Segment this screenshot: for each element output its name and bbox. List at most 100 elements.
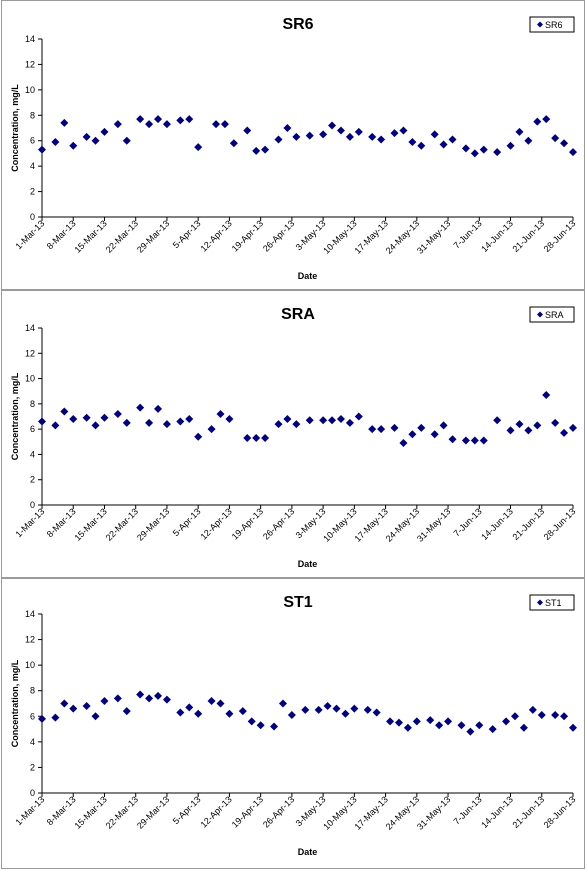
y-tick-label: 14 xyxy=(25,323,35,333)
data-point xyxy=(305,131,314,140)
data-point xyxy=(194,709,203,718)
data-point xyxy=(100,696,109,705)
chart-panel-sr6: SR6 SR6 0 2 4 6 8 10 12 14 1-Mar-13 8-Mar-13 15-Mar-… xyxy=(1,0,585,290)
data-point xyxy=(185,115,194,124)
data-point xyxy=(430,130,439,139)
x-axis-label: Date xyxy=(298,559,318,569)
y-tick-label: 0 xyxy=(30,212,35,222)
chart-panel-sra: SRA SRA 0 2 4 6 8 10 12 14 1-Mar-13 8-Mar-13 15-Mar-… xyxy=(1,290,585,578)
data-point xyxy=(417,423,426,432)
x-tick-label: 21-Jun-13 xyxy=(510,794,546,830)
data-point xyxy=(439,421,448,430)
legend: ST1 xyxy=(529,594,575,611)
data-point xyxy=(122,136,131,145)
legend-box xyxy=(529,594,575,611)
data-point xyxy=(354,127,363,136)
y-tick-label: 4 xyxy=(30,161,35,171)
data-point xyxy=(475,721,484,730)
data-point xyxy=(372,708,381,717)
data-point xyxy=(408,430,417,439)
x-tick-label: 12-Apr-13 xyxy=(198,218,233,253)
data-point xyxy=(363,705,372,714)
chart-title: ST1 xyxy=(283,594,312,611)
x-tick-label: 15-Mar-13 xyxy=(72,794,108,830)
data-point xyxy=(91,712,100,721)
x-tick-label: 22-Mar-13 xyxy=(104,794,140,830)
data-point xyxy=(542,391,551,400)
legend-box xyxy=(529,16,575,33)
data-point xyxy=(154,691,163,700)
x-tick-label: 15-Mar-13 xyxy=(72,218,108,254)
x-tick-label: 31-May-13 xyxy=(415,506,452,543)
data-point xyxy=(176,116,185,125)
data-point xyxy=(551,134,560,143)
data-point xyxy=(220,120,229,129)
data-point xyxy=(551,711,560,720)
data-point xyxy=(225,709,234,718)
data-point xyxy=(145,418,154,427)
x-tick-label: 14-Jun-13 xyxy=(479,218,515,254)
data-point xyxy=(319,130,328,139)
x-tick-label: 5-Apr-13 xyxy=(171,218,203,250)
data-point xyxy=(417,141,426,150)
x-tick-label: 12-Apr-13 xyxy=(198,506,233,541)
y-axis-label: Concentration, mg/L xyxy=(10,84,20,172)
x-tick-label: 12-Apr-13 xyxy=(198,794,233,829)
data-point xyxy=(560,428,569,437)
data-point xyxy=(256,721,265,730)
data-point xyxy=(506,426,515,435)
y-tick-label: 6 xyxy=(30,711,35,721)
y-tick-label: 14 xyxy=(25,34,35,44)
data-point xyxy=(216,409,225,418)
data-point xyxy=(488,725,497,734)
data-point xyxy=(154,404,163,413)
data-point xyxy=(524,136,533,145)
y-axis-label: Concentration, mg/L xyxy=(10,372,20,460)
y-tick-label: 12 xyxy=(25,635,35,645)
data-point xyxy=(435,721,444,730)
y-tick-label: 4 xyxy=(30,737,35,747)
chart-sr6: SR6 SR6024681012141-Mar-138-Mar-1315-Mar-… xyxy=(10,16,578,281)
data-point xyxy=(502,717,511,726)
data-point xyxy=(207,696,216,705)
x-tick-label: 29-Mar-13 xyxy=(135,218,171,254)
data-point xyxy=(368,132,377,141)
y-tick-label: 0 xyxy=(30,788,35,798)
data-point xyxy=(457,721,466,730)
data-point xyxy=(479,436,488,445)
data-point xyxy=(341,709,350,718)
data-point xyxy=(145,120,154,129)
x-tick-label: 26-Apr-13 xyxy=(261,218,296,253)
x-tick-label: 29-Mar-13 xyxy=(135,506,171,542)
x-tick-label: 28-Jun-13 xyxy=(542,218,578,254)
data-point xyxy=(569,423,577,432)
data-point xyxy=(91,421,100,430)
data-point xyxy=(270,722,279,731)
y-tick-label: 12 xyxy=(25,348,35,358)
x-tick-label: 22-Mar-13 xyxy=(104,506,140,542)
data-point xyxy=(38,417,46,426)
data-point xyxy=(38,145,46,154)
data-point xyxy=(345,132,354,141)
data-point xyxy=(194,143,203,152)
data-point xyxy=(100,127,109,136)
x-tick-label: 29-Mar-13 xyxy=(135,794,171,830)
y-tick-label: 8 xyxy=(30,686,35,696)
x-tick-label: 1-Mar-13 xyxy=(14,506,47,539)
y-tick-label: 2 xyxy=(30,475,35,485)
legend: SR6 xyxy=(529,16,575,33)
data-point xyxy=(332,704,341,713)
x-tick-label: 15-Mar-13 xyxy=(72,506,108,542)
data-point xyxy=(238,707,247,716)
data-point xyxy=(60,118,69,127)
data-point xyxy=(515,127,524,136)
data-point xyxy=(394,718,403,727)
data-point xyxy=(51,137,60,146)
data-point xyxy=(247,717,256,726)
data-point xyxy=(493,416,502,425)
y-tick-label: 2 xyxy=(30,762,35,772)
x-tick-label: 7-Jun-13 xyxy=(452,218,484,250)
x-tick-label: 21-Jun-13 xyxy=(510,506,546,542)
data-point xyxy=(533,117,542,126)
data-point xyxy=(176,708,185,717)
